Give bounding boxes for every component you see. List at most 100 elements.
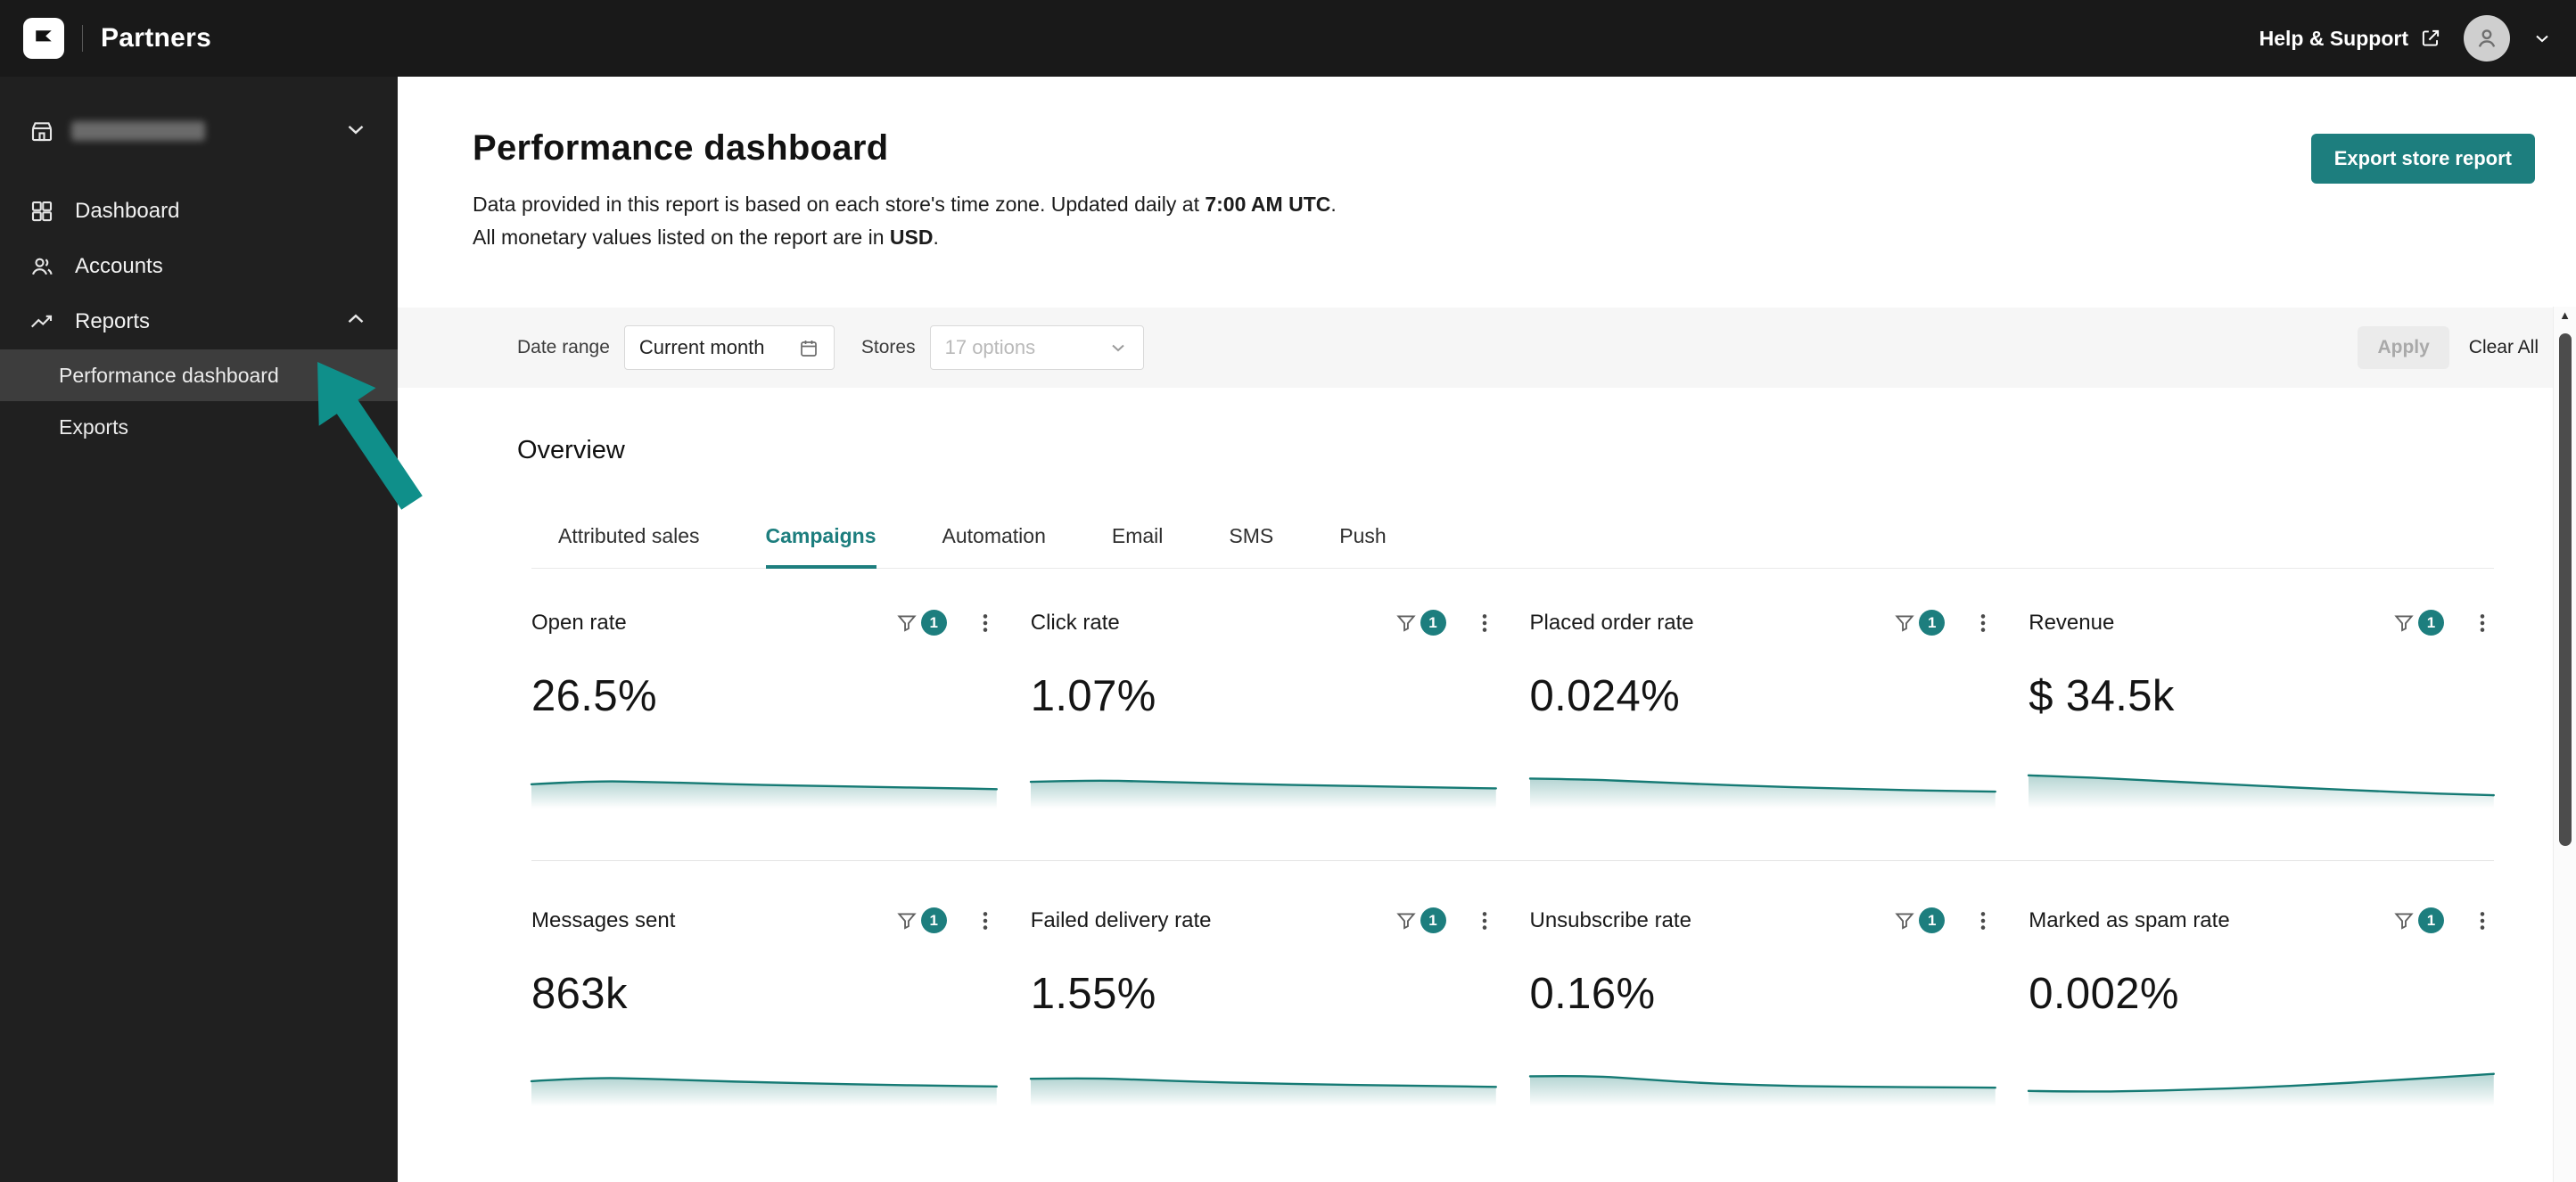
- person-icon: [2478, 29, 2496, 47]
- sparkline-chart: [1031, 759, 1496, 809]
- sparkline-chart: [1530, 759, 1996, 809]
- report-description-line2: All monetary values listed on the report…: [473, 226, 939, 249]
- kebab-menu-icon[interactable]: [1473, 909, 1496, 932]
- account-switcher[interactable]: [0, 102, 398, 160]
- kebab-menu-icon[interactable]: [974, 909, 997, 932]
- account-menu-chevron-icon[interactable]: [2531, 28, 2553, 49]
- filter-funnel-icon[interactable]: [1395, 909, 1418, 932]
- sidebar: Dashboard Accounts Reports: [0, 77, 398, 1182]
- scrollbar-thumb[interactable]: [2559, 333, 2572, 846]
- filter-funnel-icon[interactable]: [2392, 909, 2416, 932]
- external-link-icon: [2422, 29, 2440, 46]
- clear-all-button[interactable]: Clear All: [2468, 337, 2539, 357]
- metric-card-value: $ 34.5k: [2029, 672, 2175, 720]
- scroll-up-arrow-icon[interactable]: [2554, 308, 2576, 322]
- overview-title: Overview: [517, 436, 625, 464]
- metric-cards-row-1: Open rate 1 26.5% Click rate 1 1.07% Placed or…: [531, 569, 2494, 809]
- help-support-link[interactable]: Help & Support: [2259, 27, 2442, 51]
- topbar: Partners Help & Support: [0, 0, 2576, 77]
- sidebar-item-accounts[interactable]: Accounts: [0, 239, 398, 294]
- tab-sms[interactable]: SMS: [1229, 524, 1274, 547]
- tab-push[interactable]: Push: [1339, 524, 1387, 547]
- help-support-label: Help & Support: [2259, 26, 2408, 50]
- filter-funnel-icon[interactable]: [2392, 612, 2416, 635]
- metric-card-value: 1.07%: [1030, 672, 1156, 720]
- metric-card-revenue: Revenue 1 $ 34.5k: [2029, 610, 2494, 809]
- tab-automation[interactable]: Automation: [942, 524, 1046, 547]
- people-icon: [32, 258, 53, 275]
- metric-card-placed-order-rate: Placed order rate 1 0.024%: [1530, 610, 1996, 809]
- account-name-redacted: [71, 121, 205, 141]
- kebab-menu-icon[interactable]: [1971, 612, 1995, 635]
- brand[interactable]: Partners: [23, 18, 211, 59]
- sidebar-item-label: Accounts: [75, 254, 163, 278]
- filter-funnel-icon[interactable]: [1893, 612, 1916, 635]
- chevron-down-icon: [342, 116, 369, 147]
- page-header: Performance dashboard Data provided in t…: [398, 77, 2576, 254]
- tab-campaigns[interactable]: Campaigns: [765, 524, 876, 569]
- brand-logo-icon: [23, 18, 64, 59]
- sidebar-item-dashboard[interactable]: Dashboard: [0, 184, 398, 239]
- sidebar-item-label: Reports: [75, 309, 151, 333]
- brand-name: Partners: [101, 23, 212, 53]
- metric-card-marked-as-spam-rate: Marked as spam rate 1 0.002%: [2029, 907, 2494, 1106]
- overview-section: Overview Attributed sales Campaigns Automa…: [398, 436, 2576, 1106]
- metric-card-value: 0.024%: [1529, 672, 1681, 720]
- export-store-report-button[interactable]: Export store report: [2310, 134, 2535, 184]
- date-range-value: Current month: [638, 336, 765, 358]
- metric-card-value: 0.16%: [1529, 970, 1656, 1018]
- metric-card-title: Failed delivery rate: [1030, 907, 1212, 932]
- filter-funnel-icon[interactable]: [1893, 909, 1916, 932]
- metric-card-title: Placed order rate: [1529, 610, 1694, 635]
- sparkline-chart: [1530, 1056, 1996, 1106]
- metric-card-value: 1.55%: [1030, 970, 1156, 1018]
- sidebar-nav: Dashboard Accounts Reports: [0, 184, 398, 453]
- date-range-label: Date range: [517, 337, 610, 357]
- stores-label: Stores: [860, 337, 916, 357]
- kebab-menu-icon[interactable]: [1473, 612, 1496, 635]
- filter-count-badge: 1: [1919, 907, 1946, 933]
- stores-placeholder: 17 options: [944, 336, 1036, 358]
- sidebar-item-reports[interactable]: Reports: [0, 294, 398, 349]
- metric-card-title: Messages sent: [531, 907, 676, 932]
- tab-attributed-sales[interactable]: Attributed sales: [558, 524, 700, 547]
- filter-funnel-icon[interactable]: [895, 909, 918, 932]
- sidebar-item-performance-dashboard[interactable]: Performance dashboard: [0, 349, 398, 401]
- filter-funnel-icon[interactable]: [1395, 612, 1418, 635]
- kebab-menu-icon[interactable]: [2471, 909, 2494, 932]
- report-description-line1: Data provided in this report is based on…: [473, 193, 1337, 216]
- page-title: Performance dashboard: [473, 128, 889, 168]
- metric-card-title: Marked as spam rate: [2029, 907, 2230, 932]
- kebab-menu-icon[interactable]: [1971, 909, 1995, 932]
- sidebar-item-exports[interactable]: Exports: [59, 415, 128, 439]
- chevron-up-icon: [342, 306, 369, 339]
- trend-icon: [30, 315, 53, 328]
- avatar[interactable]: [2464, 15, 2510, 62]
- metric-card-unsubscribe-rate: Unsubscribe rate 1 0.16%: [1530, 907, 1996, 1106]
- date-range-select[interactable]: Current month: [623, 325, 835, 370]
- kebab-menu-icon[interactable]: [974, 612, 997, 635]
- metric-card-title: Open rate: [531, 610, 627, 635]
- storefront-icon: [31, 122, 53, 142]
- filter-count-badge: 1: [1420, 610, 1446, 636]
- tab-email[interactable]: Email: [1111, 524, 1164, 547]
- scrollbar[interactable]: [2553, 307, 2576, 1182]
- metric-card-title: Click rate: [1030, 610, 1120, 635]
- brand-divider: [82, 25, 83, 52]
- filter-count-badge: 1: [2418, 610, 2444, 636]
- sparkline-chart: [2029, 759, 2494, 809]
- sparkline-chart: [1031, 1056, 1496, 1106]
- tabs: Attributed sales Campaigns Automation Email…: [531, 524, 2494, 569]
- sparkline-chart: [2029, 1056, 2494, 1106]
- kebab-menu-icon[interactable]: [2471, 612, 2494, 635]
- apply-button[interactable]: Apply: [2358, 326, 2449, 369]
- metric-card-messages-sent: Messages sent 1 863k: [531, 907, 997, 1106]
- stores-select[interactable]: 17 options: [929, 325, 1144, 370]
- metric-card-failed-delivery-rate: Failed delivery rate 1 1.55%: [1031, 907, 1496, 1106]
- metric-card-value: 26.5%: [531, 672, 657, 720]
- filter-funnel-icon[interactable]: [895, 612, 918, 635]
- sparkline-chart: [531, 759, 997, 809]
- filter-count-badge: 1: [2418, 907, 2444, 933]
- metric-cards-row-2: Messages sent 1 863k Failed delivery rate 1 1…: [531, 861, 2494, 1106]
